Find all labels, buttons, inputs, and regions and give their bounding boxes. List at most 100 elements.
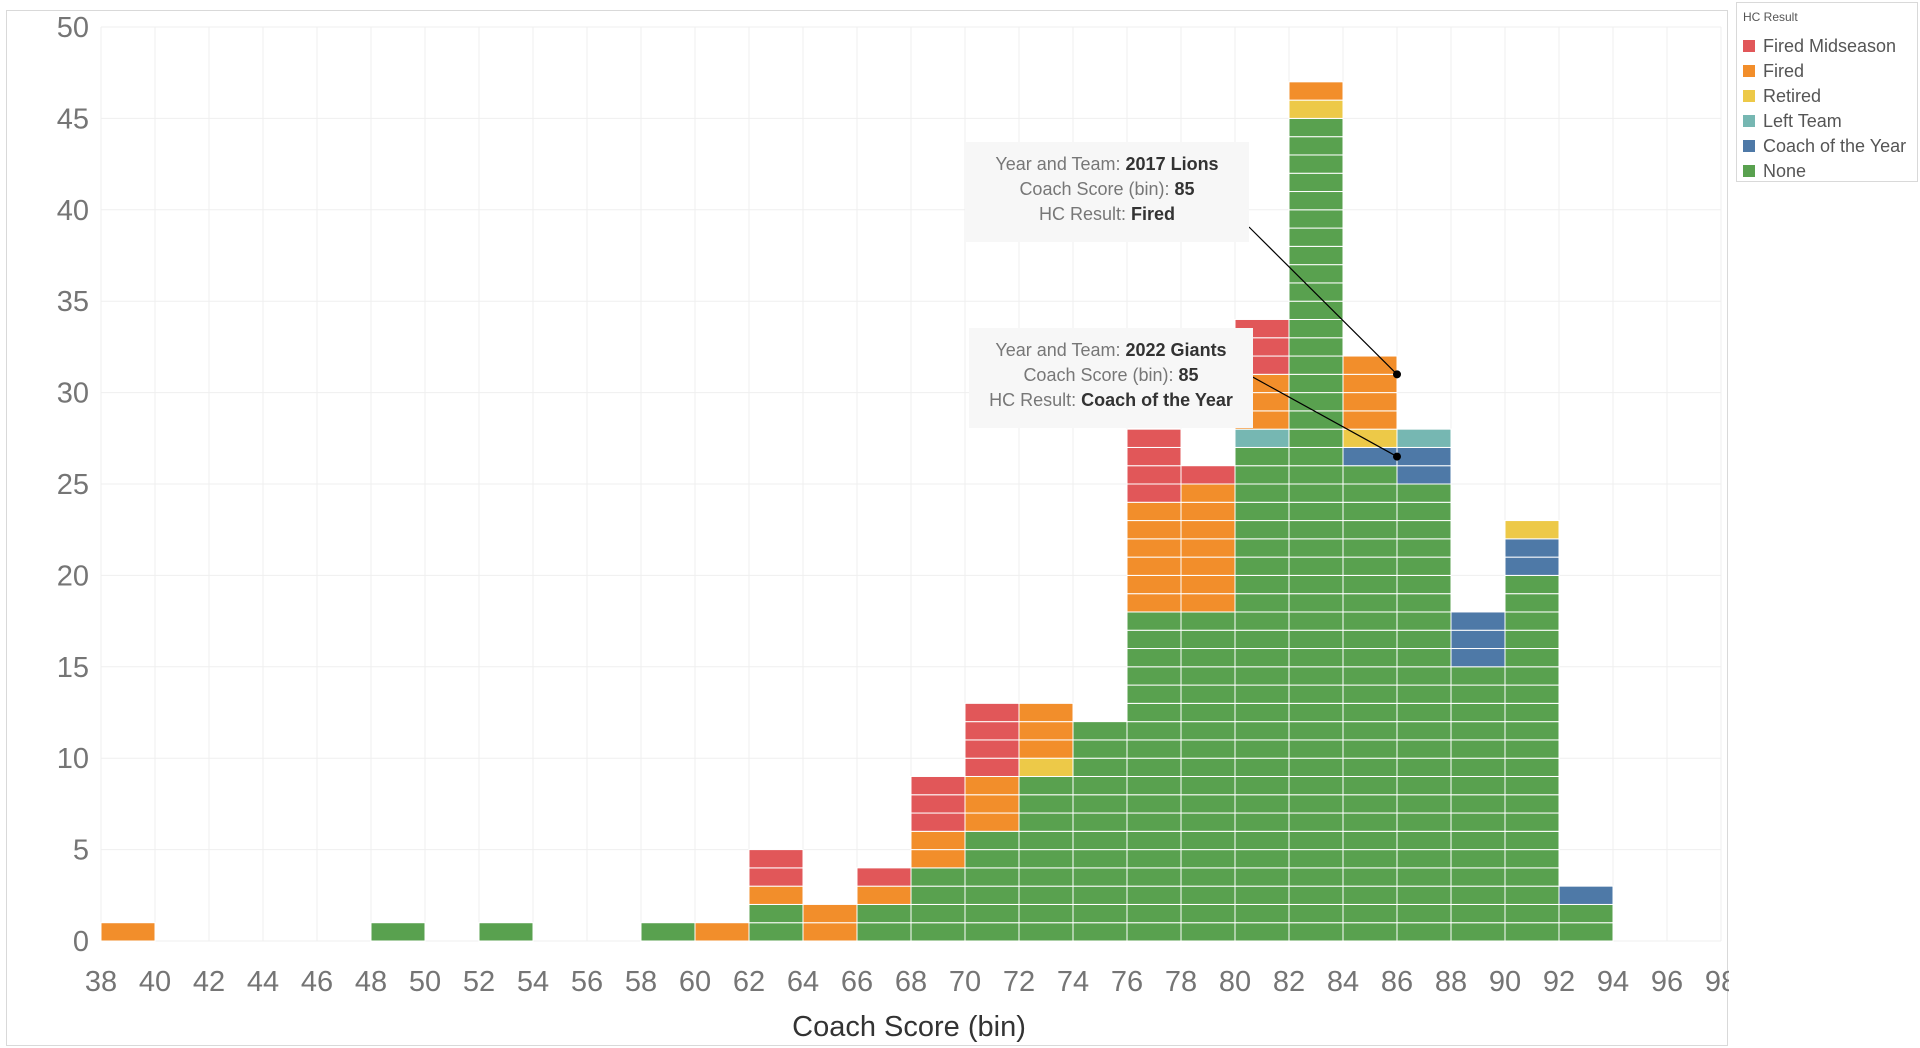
bar-cell-fired[interactable] bbox=[1180, 501, 1236, 522]
bar-cell-none[interactable] bbox=[1504, 849, 1560, 869]
bar-cell-none[interactable] bbox=[1180, 629, 1236, 650]
bar-cell-none[interactable] bbox=[1288, 775, 1344, 796]
bar-cell-none[interactable] bbox=[856, 922, 912, 942]
bar-cell-none[interactable] bbox=[1234, 867, 1290, 887]
bar-cell-fired-midseason[interactable] bbox=[1126, 446, 1182, 467]
bar-cell-none[interactable] bbox=[1396, 501, 1452, 522]
bar-cell-none[interactable] bbox=[1234, 849, 1290, 869]
bar-cell-none[interactable] bbox=[1126, 721, 1182, 741]
bar-cell-coach-of-the-year[interactable] bbox=[1504, 538, 1560, 558]
bar-cell-none[interactable] bbox=[1396, 629, 1452, 650]
bar-cell-left-team[interactable] bbox=[1234, 428, 1290, 448]
bar-cell-none[interactable] bbox=[1288, 355, 1344, 375]
bar-cell-fired-midseason[interactable] bbox=[1126, 428, 1182, 448]
bar-cell-none[interactable] bbox=[1126, 611, 1182, 631]
bar-cell-none[interactable] bbox=[1018, 794, 1074, 814]
bar-cell-left-team[interactable] bbox=[1396, 428, 1452, 448]
bar-cell-none[interactable] bbox=[1180, 885, 1236, 905]
bar-cell-none[interactable] bbox=[1396, 739, 1452, 759]
bar-cell-none[interactable] bbox=[1126, 849, 1182, 869]
bar-cell-fired[interactable] bbox=[1126, 556, 1182, 576]
bar-cell-none[interactable] bbox=[1288, 684, 1344, 704]
bar-cell-none[interactable] bbox=[1126, 757, 1182, 777]
bar-cell-none[interactable] bbox=[1504, 830, 1560, 851]
bar-cell-none[interactable] bbox=[1288, 757, 1344, 777]
bar-cell-none[interactable] bbox=[1288, 903, 1344, 924]
bar-cell-none[interactable] bbox=[1072, 794, 1128, 814]
bar-cell-none[interactable] bbox=[1342, 574, 1398, 595]
bar-cell-none[interactable] bbox=[1234, 922, 1290, 942]
bar-cell-none[interactable] bbox=[1234, 593, 1290, 613]
bar-cell-none[interactable] bbox=[1450, 684, 1506, 704]
bar-cell-none[interactable] bbox=[1504, 666, 1560, 686]
bar-cell-none[interactable] bbox=[1234, 684, 1290, 704]
bar-cell-none[interactable] bbox=[1288, 593, 1344, 613]
bar-cell-none[interactable] bbox=[964, 849, 1020, 869]
bar-cell-fired[interactable] bbox=[1342, 355, 1398, 375]
bar-cell-none[interactable] bbox=[910, 885, 966, 905]
bar-cell-fired-midseason[interactable] bbox=[748, 849, 804, 869]
bar-cell-none[interactable] bbox=[1180, 830, 1236, 851]
bar-cell-none[interactable] bbox=[1072, 812, 1128, 832]
bar-cell-none[interactable] bbox=[1288, 739, 1344, 759]
bar-cell-none[interactable] bbox=[1180, 922, 1236, 942]
bar-cell-none[interactable] bbox=[1288, 373, 1344, 394]
bar-cell-fired-midseason[interactable] bbox=[910, 794, 966, 814]
bar-cell-none[interactable] bbox=[1450, 830, 1506, 851]
bar-cell-none[interactable] bbox=[1396, 684, 1452, 704]
bar-cell-fired[interactable] bbox=[1126, 574, 1182, 595]
bar-cell-fired[interactable] bbox=[1180, 483, 1236, 503]
bar-cell-none[interactable] bbox=[1234, 885, 1290, 905]
bar-cell-none[interactable] bbox=[1396, 830, 1452, 851]
bar-cell-fired[interactable] bbox=[1288, 81, 1344, 101]
bar-cell-fired-midseason[interactable] bbox=[910, 775, 966, 796]
bar-cell-fired[interactable] bbox=[802, 922, 858, 942]
bar-cell-none[interactable] bbox=[1504, 593, 1560, 613]
bar-cell-none[interactable] bbox=[1018, 885, 1074, 905]
bar-cell-fired[interactable] bbox=[1342, 410, 1398, 430]
bar-cell-retired[interactable] bbox=[1504, 520, 1560, 540]
bar-cell-none[interactable] bbox=[1396, 812, 1452, 832]
bar-cell-none[interactable] bbox=[1288, 849, 1344, 869]
bar-cell-none[interactable] bbox=[1288, 483, 1344, 503]
bar-cell-none[interactable] bbox=[1180, 739, 1236, 759]
bar-cell-none[interactable] bbox=[1342, 684, 1398, 704]
bar-cell-none[interactable] bbox=[1234, 757, 1290, 777]
bar-cell-none[interactable] bbox=[1288, 337, 1344, 357]
bar-cell-none[interactable] bbox=[1396, 794, 1452, 814]
bar-cell-none[interactable] bbox=[1180, 648, 1236, 668]
bar-cell-none[interactable] bbox=[1126, 903, 1182, 924]
bar-cell-none[interactable] bbox=[1288, 191, 1344, 211]
bar-cell-fired[interactable] bbox=[1342, 392, 1398, 412]
bar-cell-none[interactable] bbox=[1288, 702, 1344, 723]
bar-cell-none[interactable] bbox=[1018, 903, 1074, 924]
bar-cell-fired-midseason[interactable] bbox=[910, 812, 966, 832]
bar-cell-fired[interactable] bbox=[1180, 556, 1236, 576]
bar-cell-none[interactable] bbox=[1126, 629, 1182, 650]
bar-cell-none[interactable] bbox=[1234, 830, 1290, 851]
bar-cell-none[interactable] bbox=[1126, 794, 1182, 814]
bar-cell-none[interactable] bbox=[1396, 483, 1452, 503]
bar-cell-fired[interactable] bbox=[910, 849, 966, 869]
bar-cell-none[interactable] bbox=[1180, 812, 1236, 832]
bar-cell-none[interactable] bbox=[1234, 648, 1290, 668]
bar-cell-none[interactable] bbox=[1504, 794, 1560, 814]
bar-cell-none[interactable] bbox=[1126, 666, 1182, 686]
bar-cell-none[interactable] bbox=[1504, 721, 1560, 741]
bar-cell-none[interactable] bbox=[1126, 830, 1182, 851]
bar-cell-fired[interactable] bbox=[1126, 520, 1182, 540]
bar-cell-none[interactable] bbox=[1450, 867, 1506, 887]
bar-cell-none[interactable] bbox=[1288, 812, 1344, 832]
bar-cell-none[interactable] bbox=[1126, 739, 1182, 759]
bar-cell-none[interactable] bbox=[1396, 702, 1452, 723]
bar-cell-none[interactable] bbox=[1234, 574, 1290, 595]
bar-cell-none[interactable] bbox=[964, 830, 1020, 851]
bar-cell-coach-of-the-year[interactable] bbox=[1450, 629, 1506, 650]
bar-cell-fired[interactable] bbox=[1180, 593, 1236, 613]
bar-cell-none[interactable] bbox=[478, 922, 534, 942]
bar-cell-none[interactable] bbox=[1180, 684, 1236, 704]
bar-cell-none[interactable] bbox=[1450, 885, 1506, 905]
bar-cell-none[interactable] bbox=[370, 922, 426, 942]
bar-cell-none[interactable] bbox=[1234, 611, 1290, 631]
bar-cell-none[interactable] bbox=[1342, 483, 1398, 503]
